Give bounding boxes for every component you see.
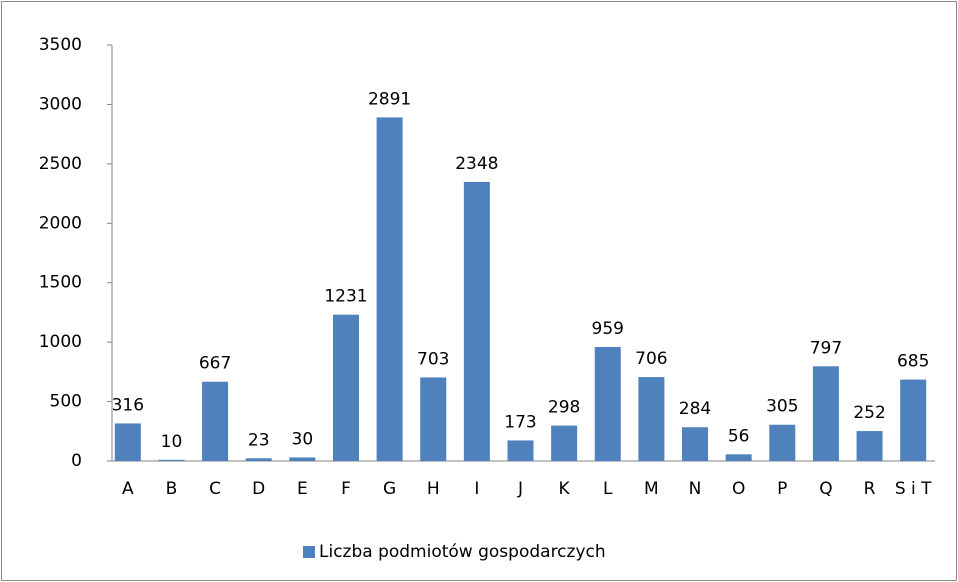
y-tick-label: 2000 (39, 213, 82, 233)
y-tick-label: 1500 (39, 273, 82, 293)
bar (463, 181, 490, 461)
x-tick-label: M (644, 479, 659, 499)
data-label: 10 (161, 432, 183, 452)
data-label: 23 (248, 430, 270, 450)
bar (202, 381, 229, 461)
y-tick-label: 3500 (39, 35, 82, 55)
bar (114, 423, 141, 461)
y-tick-label: 3000 (39, 94, 82, 114)
bar (900, 379, 927, 461)
bar (682, 427, 709, 461)
bar (420, 377, 447, 461)
x-tick-label: Q (819, 479, 832, 499)
data-label: 173 (504, 412, 536, 432)
x-tick-label: J (517, 479, 523, 499)
bar (158, 459, 185, 461)
legend-swatch (303, 546, 315, 558)
y-tick-label: 2500 (39, 154, 82, 174)
x-tick-label: C (209, 479, 221, 499)
bar (725, 454, 752, 461)
x-tick-label: N (689, 479, 702, 499)
data-label: 316 (112, 395, 144, 415)
x-tick-label: H (427, 479, 440, 499)
x-tick-label: R (864, 479, 876, 499)
data-label: 703 (417, 349, 449, 369)
x-tick-label: S i T (895, 479, 932, 499)
bar (332, 314, 359, 461)
bar (289, 457, 316, 461)
y-tick-label: 500 (50, 392, 82, 412)
bar (376, 117, 403, 461)
x-tick-label: F (341, 479, 351, 499)
data-label: 706 (635, 349, 667, 369)
bar (594, 347, 621, 461)
bar (638, 377, 665, 461)
data-label: 284 (679, 399, 711, 419)
x-tick-label: K (559, 479, 571, 499)
x-tick-label: G (383, 479, 396, 499)
y-tick-label: 1000 (39, 332, 82, 352)
legend-label: Liczba podmiotów gospodarczych (319, 542, 606, 562)
x-tick-label: E (297, 479, 308, 499)
data-label: 2891 (368, 89, 411, 109)
data-label: 2348 (455, 154, 498, 174)
bar (812, 366, 839, 461)
data-label: 667 (199, 354, 231, 374)
data-label: 685 (897, 352, 929, 372)
data-label: 797 (810, 338, 842, 358)
bar (551, 425, 578, 461)
data-label: 298 (548, 398, 580, 418)
x-tick-label: A (122, 479, 134, 499)
data-label: 252 (853, 403, 885, 423)
data-label: 959 (592, 319, 624, 339)
bar (507, 440, 534, 461)
bar (245, 458, 272, 461)
data-label: 1231 (324, 287, 367, 307)
x-tick-label: L (603, 479, 613, 499)
x-tick-label: P (777, 479, 787, 499)
y-tick-label: 0 (71, 451, 82, 471)
bar (856, 431, 883, 461)
bar (769, 424, 796, 461)
x-tick-label: B (166, 479, 178, 499)
x-tick-label: D (252, 479, 265, 499)
data-label: 56 (728, 426, 750, 446)
data-label: 305 (766, 397, 798, 417)
x-tick-label: I (474, 479, 479, 499)
x-tick-label: O (732, 479, 745, 499)
data-label: 30 (292, 429, 314, 449)
